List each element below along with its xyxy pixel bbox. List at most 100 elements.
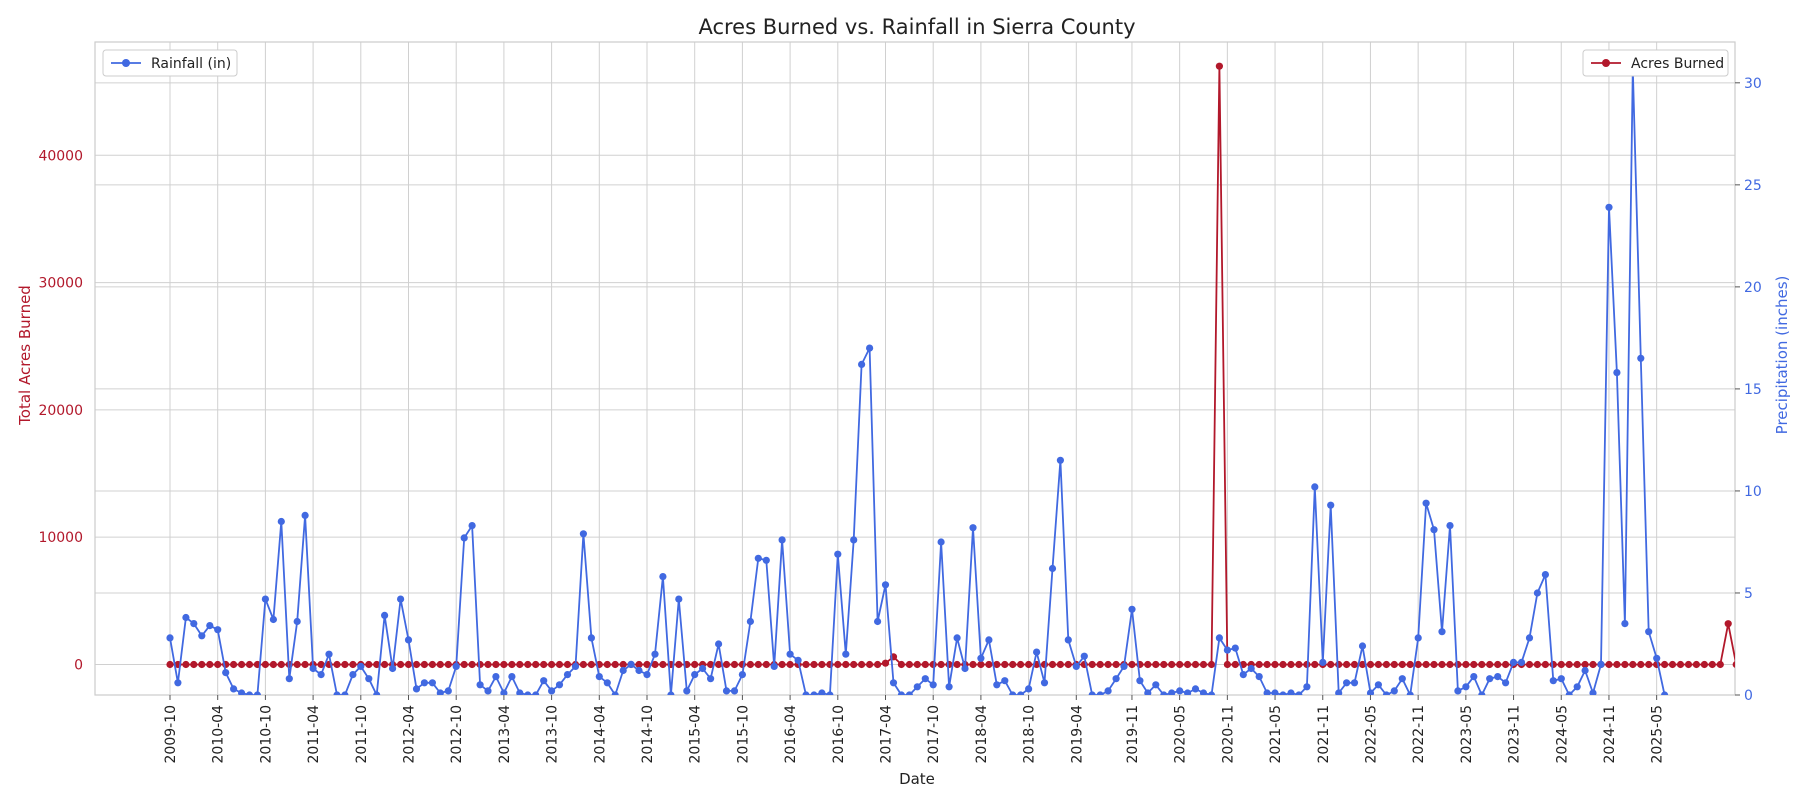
rainfall-point: [1239, 671, 1247, 679]
acres-burned-point: [563, 660, 572, 669]
right-y-tick-label: 5: [1744, 586, 1753, 602]
left-y-axis-title: Total Acres Burned: [16, 285, 34, 426]
rainfall-point: [1231, 644, 1239, 652]
right-y-tick-label: 10: [1744, 484, 1762, 500]
rainfall-point: [540, 677, 548, 685]
rainfall-point: [1502, 679, 1510, 687]
rainfall-point: [1549, 677, 1557, 685]
rainfall-point: [985, 636, 993, 644]
acres-burned-point: [1144, 660, 1152, 669]
acres-burned-point: [1629, 660, 1637, 669]
rainfall-point: [245, 691, 254, 695]
acres-burned-point: [1764, 661, 1771, 668]
rainfall-point: [826, 691, 834, 695]
acres-burned-point: [1637, 660, 1645, 669]
left-y-tick-label: 40000: [38, 148, 83, 164]
rainfall-point: [1422, 499, 1430, 507]
acres-burned-point: [206, 660, 214, 669]
rainfall-point: [619, 666, 627, 675]
rainfall-point: [1573, 683, 1581, 691]
rainfall-point: [1605, 203, 1613, 211]
acres-burned-point: [261, 660, 269, 669]
acres-burned-point: [182, 660, 190, 669]
acres-burned-point: [1112, 660, 1120, 669]
acres-burned-point: [722, 660, 731, 669]
acres-burned-point: [277, 660, 285, 669]
rainfall-point: [1525, 634, 1534, 642]
acres-burned-point: [579, 660, 588, 669]
rainfall-point: [508, 673, 516, 681]
x-tick-label: 2019-04: [1069, 705, 1085, 764]
acres-burned-point: [1772, 661, 1779, 668]
rainfall-point: [373, 691, 381, 695]
rainfall-point: [412, 685, 421, 693]
acres-burned-point: [1374, 660, 1382, 669]
acres-burned-point: [1271, 660, 1279, 669]
acres-burned-point: [555, 660, 564, 669]
rainfall-point: [1223, 646, 1231, 654]
acres-burned-point: [1191, 660, 1200, 669]
acres-burned-point: [436, 660, 444, 669]
acres-burned-point: [1780, 661, 1787, 668]
rainfall-point: [1661, 691, 1669, 695]
rainfall-point: [166, 634, 174, 642]
legend-acres-burned-label: Acres Burned: [1631, 56, 1724, 72]
acres-burned-point: [1366, 660, 1375, 669]
acres-burned-point: [1716, 660, 1724, 669]
acres-burned-point: [659, 660, 667, 669]
acres-burned-point: [842, 660, 850, 669]
rainfall-point: [1494, 673, 1502, 681]
acres-burned-point: [1311, 660, 1319, 669]
acres-burned-point: [786, 660, 794, 669]
acres-burned-point: [1263, 660, 1271, 669]
acres-burned-point: [881, 659, 890, 667]
rainfall-point: [651, 650, 659, 658]
x-tick-label: 2014-10: [640, 705, 656, 764]
acres-burned-point: [468, 660, 476, 669]
rainfall-point: [1557, 675, 1565, 683]
acres-burned-point: [412, 660, 421, 669]
acres-burned-point: [929, 660, 937, 669]
rainfall-point: [961, 664, 969, 673]
rainfall-point: [1017, 691, 1025, 695]
x-tick-label: 2017-10: [926, 705, 942, 764]
rainfall-point: [1088, 691, 1096, 695]
acres-burned-point: [516, 660, 524, 669]
acres-burned-point: [198, 660, 206, 669]
rainfall-point: [253, 691, 261, 695]
rainfall-point: [1176, 687, 1184, 695]
rainfall-point: [1621, 620, 1629, 628]
rainfall-point: [1541, 571, 1549, 579]
rainfall-point: [969, 524, 977, 532]
rainfall-point: [1645, 628, 1653, 636]
acres-burned-point: [1390, 660, 1398, 669]
rainfall-point: [1414, 634, 1422, 642]
acres-burned-point: [1327, 660, 1335, 669]
rainfall-point: [818, 689, 826, 695]
acres-burned-point: [1756, 661, 1763, 668]
acres-burned-point: [444, 660, 452, 669]
rainfall-point: [866, 344, 874, 352]
acres-burned-point: [675, 660, 683, 669]
rainfall-point: [571, 662, 580, 671]
acres-burned-point: [1287, 660, 1295, 669]
rainfall-point: [269, 615, 277, 624]
rainfall-point: [1438, 628, 1446, 636]
rainfall-point: [953, 634, 961, 642]
rainfall-point: [555, 681, 564, 689]
legend-rainfall-label: Rainfall (in): [151, 56, 231, 72]
rainfall-point: [1406, 691, 1414, 695]
x-tick-label: 2010-10: [258, 705, 274, 764]
acres-burned-point: [1541, 660, 1549, 669]
acres-burned-point: [1741, 661, 1748, 668]
rainfall-point: [277, 517, 285, 526]
acres-burned-point: [1025, 660, 1033, 669]
rainfall-point: [1080, 652, 1088, 660]
rainfall-point: [1565, 691, 1573, 695]
x-tick-label: 2016-10: [831, 705, 847, 764]
rainfall-point: [1009, 691, 1017, 695]
rainfall-point: [858, 360, 866, 368]
x-tick-label: 2011-04: [306, 705, 322, 764]
acres-burned-point: [1446, 660, 1454, 669]
